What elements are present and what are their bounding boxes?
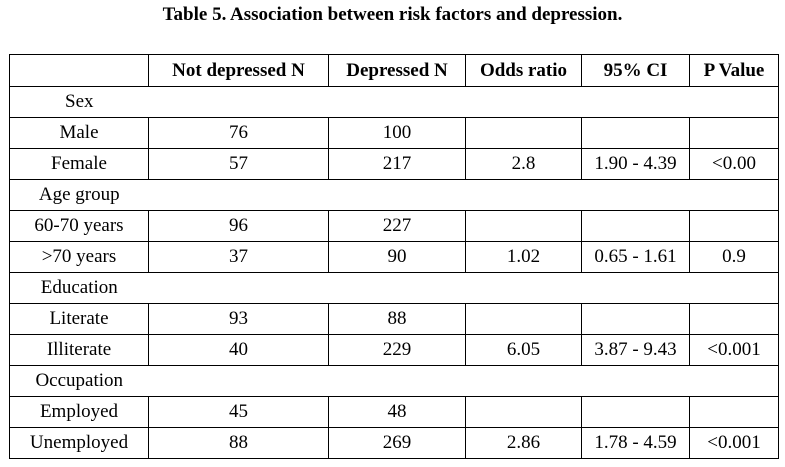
cell-depressed: 88	[328, 303, 466, 335]
cell-depressed: 269	[328, 427, 466, 459]
cell-odds-ratio	[465, 210, 582, 242]
cell-p-value: <0.001	[689, 427, 779, 459]
row-label: Female	[9, 148, 149, 180]
group-fill	[148, 86, 779, 118]
header-p-value: P Value	[689, 54, 779, 87]
cell-depressed: 48	[328, 396, 466, 428]
cell-depressed: 90	[328, 241, 466, 273]
table-row: Literate 93 88	[9, 303, 779, 335]
group-fill	[148, 179, 779, 211]
cell-not-depressed: 40	[148, 334, 329, 366]
table-row: Employed 45 48	[9, 396, 779, 428]
header-empty	[9, 54, 149, 87]
cell-p-value: <0.001	[689, 334, 779, 366]
cell-p-value	[689, 303, 779, 335]
table-row: Male 76 100	[9, 117, 779, 149]
cell-p-value	[689, 117, 779, 149]
cell-p-value	[689, 210, 779, 242]
cell-odds-ratio: 1.02	[465, 241, 582, 273]
table-row: >70 years 37 90 1.02 0.65 - 1.61 0.9	[9, 241, 779, 273]
cell-depressed: 227	[328, 210, 466, 242]
cell-ci: 3.87 - 9.43	[581, 334, 690, 366]
cell-not-depressed: 57	[148, 148, 329, 180]
group-row-occupation: Occupation	[9, 365, 779, 397]
table-row: Female 57 217 2.8 1.90 - 4.39 <0.00	[9, 148, 779, 180]
header-row: Not depressed N Depressed N Odds ratio 9…	[9, 54, 779, 87]
cell-ci	[581, 117, 690, 149]
group-label: Age group	[9, 179, 149, 211]
row-label: Male	[9, 117, 149, 149]
risk-factors-table: Not depressed N Depressed N Odds ratio 9…	[9, 54, 779, 459]
cell-odds-ratio: 2.86	[465, 427, 582, 459]
cell-not-depressed: 45	[148, 396, 329, 428]
header-odds-ratio: Odds ratio	[465, 54, 582, 87]
cell-odds-ratio: 2.8	[465, 148, 582, 180]
header-ci: 95% CI	[581, 54, 690, 87]
header-not-depressed: Not depressed N	[148, 54, 329, 87]
cell-depressed: 229	[328, 334, 466, 366]
cell-not-depressed: 96	[148, 210, 329, 242]
row-label: Literate	[9, 303, 149, 335]
group-fill	[148, 272, 779, 304]
header-depressed: Depressed N	[328, 54, 466, 87]
table-row: Illiterate 40 229 6.05 3.87 - 9.43 <0.00…	[9, 334, 779, 366]
cell-odds-ratio	[465, 396, 582, 428]
table-caption: Table 5. Association between risk factor…	[162, 4, 623, 25]
cell-odds-ratio	[465, 117, 582, 149]
cell-p-value	[689, 396, 779, 428]
cell-not-depressed: 76	[148, 117, 329, 149]
table-row: Unemployed 88 269 2.86 1.78 - 4.59 <0.00…	[9, 427, 779, 459]
group-row-education: Education	[9, 272, 779, 304]
group-row-sex: Sex	[9, 86, 779, 118]
cell-ci: 1.78 - 4.59	[581, 427, 690, 459]
cell-not-depressed: 93	[148, 303, 329, 335]
cell-not-depressed: 88	[148, 427, 329, 459]
cell-ci	[581, 396, 690, 428]
cell-ci: 1.90 - 4.39	[581, 148, 690, 180]
cell-not-depressed: 37	[148, 241, 329, 273]
cell-ci: 0.65 - 1.61	[581, 241, 690, 273]
cell-odds-ratio	[465, 303, 582, 335]
cell-p-value: <0.00	[689, 148, 779, 180]
row-label: Unemployed	[9, 427, 149, 459]
row-label: Employed	[9, 396, 149, 428]
group-label: Sex	[9, 86, 149, 118]
group-label: Education	[9, 272, 149, 304]
cell-p-value: 0.9	[689, 241, 779, 273]
cell-ci	[581, 303, 690, 335]
row-label: Illiterate	[9, 334, 149, 366]
row-label: 60-70 years	[9, 210, 149, 242]
group-fill	[148, 365, 779, 397]
group-row-age: Age group	[9, 179, 779, 211]
row-label: >70 years	[9, 241, 149, 273]
cell-odds-ratio: 6.05	[465, 334, 582, 366]
cell-depressed: 217	[328, 148, 466, 180]
cell-ci	[581, 210, 690, 242]
cell-depressed: 100	[328, 117, 466, 149]
table-row: 60-70 years 96 227	[9, 210, 779, 242]
group-label: Occupation	[9, 365, 149, 397]
